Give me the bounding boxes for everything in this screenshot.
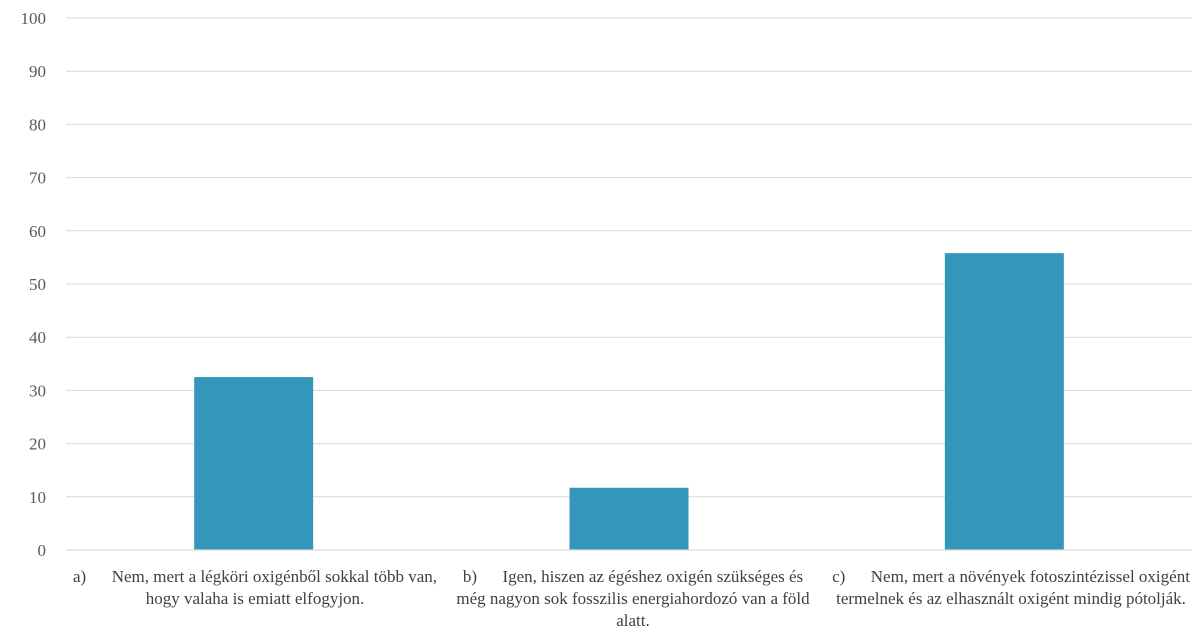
y-tick-label: 40 (29, 328, 46, 347)
category-label-a: a) Nem, mert a légköri oxigénből sokkal … (73, 567, 437, 608)
y-tick-label: 80 (29, 115, 46, 134)
y-tick-label: 60 (29, 222, 46, 241)
bar-c (944, 253, 1064, 551)
y-tick-label: 50 (29, 275, 46, 294)
y-tick-label: 20 (29, 435, 46, 454)
y-tick-label: 90 (29, 62, 46, 81)
y-axis-tick-labels: 0 10 20 30 40 50 60 70 80 90 100 (21, 9, 47, 560)
y-tick-label: 30 (29, 381, 46, 400)
bars (194, 253, 1064, 551)
y-tick-label: 70 (29, 169, 46, 188)
bar-b (569, 487, 689, 550)
bar-a (194, 377, 314, 550)
category-label-b: b) Igen, hiszen az égéshez oxigén szüksé… (456, 567, 810, 630)
category-label-c: c) Nem, mert a növények fotoszintézissel… (832, 567, 1190, 608)
y-tick-label: 100 (21, 9, 47, 28)
y-tick-label: 0 (38, 541, 47, 560)
y-tick-label: 10 (29, 488, 46, 507)
